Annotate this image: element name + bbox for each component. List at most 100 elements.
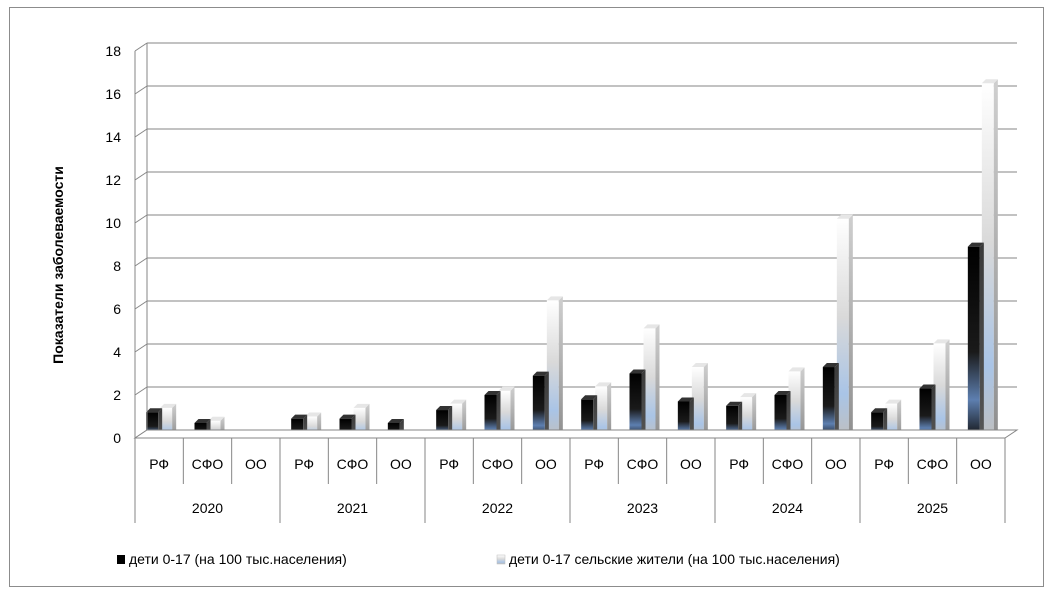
bar-series-2-top xyxy=(691,363,708,368)
bar-series-2-top xyxy=(498,386,515,391)
bar-series-1-top xyxy=(436,406,453,411)
bar-series-2-side xyxy=(558,296,563,438)
bar-series-2 xyxy=(546,296,563,438)
gridline-side xyxy=(134,128,148,138)
legend-label-series-1: дети 0-17 (на 100 тыс.населения) xyxy=(129,551,347,567)
gridline-side xyxy=(134,171,148,181)
bar-series-1-front xyxy=(532,375,545,438)
bar-series-2-top xyxy=(450,399,467,404)
bar-series-2 xyxy=(740,393,757,438)
bar-series-1-top xyxy=(387,418,404,423)
bar-series-1-top xyxy=(919,384,936,389)
x-category-label: РФ xyxy=(584,456,604,472)
x-category-label: ОО xyxy=(825,456,847,472)
bar-series-1-top xyxy=(967,242,984,247)
bar-series-1-top xyxy=(677,397,694,402)
chart-frame xyxy=(9,7,1044,587)
bar-series-2-top xyxy=(546,296,563,301)
bar-series-2-front xyxy=(691,367,704,438)
bar-series-2-front xyxy=(450,403,463,438)
bar-series-2-side xyxy=(365,403,370,438)
x-category-label: ОО xyxy=(390,456,412,472)
bar-series-2-side xyxy=(655,324,660,438)
bar-series-1 xyxy=(822,363,839,438)
y-tick-label: 14 xyxy=(105,129,121,145)
bar-series-2 xyxy=(933,339,950,438)
x-group-label: 2022 xyxy=(482,500,513,516)
gridline-side xyxy=(134,42,148,52)
bar-series-1-side xyxy=(689,397,694,438)
bar-series-1-top xyxy=(629,369,646,374)
bar-series-1-top xyxy=(194,418,211,423)
bar-series-2-side xyxy=(752,393,757,438)
gridline-side xyxy=(134,300,148,310)
gridline-side xyxy=(134,257,148,267)
bar-series-2 xyxy=(643,324,660,438)
bar-series-2-front xyxy=(788,371,801,438)
bar-series-1-top xyxy=(774,391,791,395)
y-tick-label: 12 xyxy=(105,172,121,188)
bar-series-2-front xyxy=(933,343,946,438)
x-category-label: СФО xyxy=(482,456,514,472)
bar-series-2 xyxy=(981,79,998,438)
bar-series-2-top xyxy=(740,393,757,398)
gridlines xyxy=(134,42,1017,439)
bar-series-1-side xyxy=(834,363,839,438)
bar-series-1-top xyxy=(581,395,598,400)
bar-series-2-side xyxy=(897,399,902,438)
gridline-side xyxy=(134,343,148,353)
bar-series-2-front xyxy=(740,397,753,438)
x-group-label: 2021 xyxy=(337,500,368,516)
bar-series-2 xyxy=(595,382,612,438)
bar-series-2-front xyxy=(546,300,559,438)
bar-series-2-top xyxy=(981,79,998,84)
bar-series-1-top xyxy=(871,408,888,413)
x-category-label: СФО xyxy=(337,456,369,472)
bar-series-1-side xyxy=(544,371,549,438)
bar-series-2-top xyxy=(788,367,805,372)
bars xyxy=(146,79,998,438)
x-category-labels: РФ СФО ОО РФ СФО ОО РФ СФО ОО РФ СФО ОО РФ СФО ОО РФ СФО… xyxy=(134,438,1006,523)
y-tick-label: 10 xyxy=(105,215,121,231)
bar-series-1 xyxy=(919,384,936,438)
bar-series-2-top xyxy=(208,416,225,421)
bar-series-1-side xyxy=(593,395,598,438)
bar-series-2 xyxy=(885,399,902,438)
bar-series-1 xyxy=(774,391,791,438)
bar-series-2-side xyxy=(510,386,515,438)
bar-series-2-side xyxy=(607,382,612,438)
x-category-label: ОО xyxy=(535,456,557,472)
axes xyxy=(133,43,1019,439)
x-category-label: РФ xyxy=(439,456,459,472)
bar-series-1-front xyxy=(967,246,980,438)
bar-series-2-top xyxy=(643,324,660,329)
bar-series-2-side xyxy=(993,79,998,438)
x-category-label: ОО xyxy=(245,456,267,472)
x-category-label: РФ xyxy=(729,456,749,472)
bar-series-1-top xyxy=(339,414,356,419)
x-category-label: РФ xyxy=(149,456,169,472)
bar-series-1-front xyxy=(677,401,690,438)
x-category-label: ОО xyxy=(970,456,992,472)
x-category-label: СФО xyxy=(772,456,804,472)
bar-series-2-front xyxy=(981,83,994,438)
bar-series-1 xyxy=(581,395,598,438)
bar-series-2-front xyxy=(643,328,656,438)
bar-series-1-side xyxy=(641,369,646,438)
bar-series-1 xyxy=(484,391,501,438)
bar-series-1-top xyxy=(291,414,308,419)
bar-series-2-top xyxy=(595,382,612,387)
y-tick-label: 0 xyxy=(113,430,121,446)
bar-series-2-front xyxy=(885,403,898,438)
bar-series-1-side xyxy=(979,242,984,438)
x-category-label: ОО xyxy=(680,456,702,472)
x-group-label: 2024 xyxy=(772,500,803,516)
bar-series-2-top xyxy=(885,399,902,404)
bar-series-2-top xyxy=(836,214,853,219)
bar-series-1-front xyxy=(629,373,642,438)
legend-item-series-2: дети 0-17 сельские жители (на 100 тыс.на… xyxy=(496,551,840,567)
legend-label-series-2: дети 0-17 сельские жители (на 100 тыс.на… xyxy=(509,551,840,567)
bar-series-2-side xyxy=(462,399,467,438)
bar-series-1-front xyxy=(919,388,932,438)
